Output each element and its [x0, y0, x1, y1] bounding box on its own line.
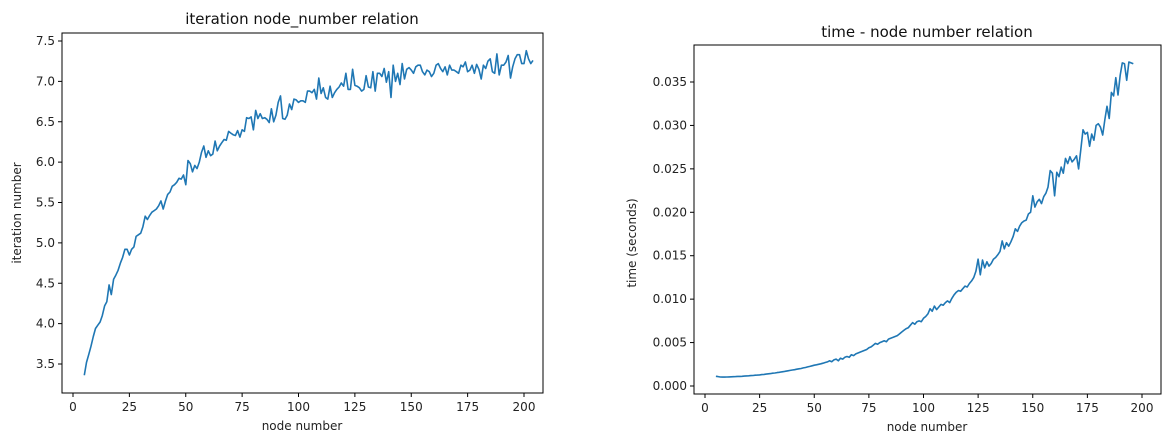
- plot-area: [61, 32, 544, 394]
- y-axis-label: iteration number: [10, 162, 24, 263]
- data-line: [715, 61, 1134, 378]
- x-tick-label: 125: [967, 401, 990, 415]
- x-tick-label: 200: [513, 400, 536, 414]
- y-tick-label: 3.5: [36, 357, 55, 371]
- x-axis-label: node number: [887, 420, 968, 434]
- x-axis: 0 25 50 75 100 125 150 175 200: [69, 393, 535, 414]
- time-chart: time - node number relation 0 25 50 75 100 12…: [625, 23, 1162, 434]
- x-tick-label: 175: [1076, 401, 1099, 415]
- y-axis: 3.5 4.0 4.5 5.0 5.5 6.0 6.5 7.0 7.5: [36, 34, 62, 371]
- data-line: [83, 49, 534, 376]
- x-tick-label: 50: [807, 401, 822, 415]
- x-tick-label: 75: [861, 401, 876, 415]
- x-tick-label: 150: [400, 400, 423, 414]
- y-tick-label: 0.030: [653, 118, 687, 132]
- y-tick-label: 0.000: [653, 379, 687, 393]
- axes-frame: [693, 44, 1162, 395]
- y-tick-label: 0.025: [653, 162, 687, 176]
- x-axis-label: node number: [262, 419, 343, 433]
- x-tick-label: 200: [1131, 401, 1154, 415]
- x-tick-label: 75: [234, 400, 249, 414]
- y-tick-label: 6.0: [36, 155, 55, 169]
- y-tick-label: 5.0: [36, 236, 55, 250]
- y-tick-label: 0.015: [653, 249, 687, 263]
- x-tick-label: 0: [701, 401, 709, 415]
- iteration-chart: iteration node_number relation 0 25 50 75 10…: [10, 10, 544, 433]
- chart-title: time - node number relation: [821, 23, 1033, 41]
- x-tick-label: 25: [752, 401, 767, 415]
- y-tick-label: 7.0: [36, 74, 55, 88]
- x-tick-label: 0: [69, 400, 77, 414]
- y-tick-label: 0.010: [653, 292, 687, 306]
- x-tick-label: 100: [912, 401, 935, 415]
- x-axis: 0 25 50 75 100 125 150 175 200: [701, 394, 1153, 415]
- y-axis: 0.000 0.005 0.010 0.015 0.020 0.025 0.030 0.035: [653, 75, 694, 393]
- y-tick-label: 0.020: [653, 205, 687, 219]
- x-tick-label: 125: [343, 400, 366, 414]
- x-tick-label: 25: [122, 400, 137, 414]
- y-tick-label: 0.005: [653, 336, 687, 350]
- y-axis-label: time (seconds): [625, 198, 639, 287]
- y-tick-label: 7.5: [36, 34, 55, 48]
- y-tick-label: 4.0: [36, 317, 55, 331]
- y-tick-label: 0.035: [653, 75, 687, 89]
- axes-frame: [61, 32, 544, 394]
- x-tick-label: 100: [287, 400, 310, 414]
- plot-area: [693, 44, 1162, 395]
- y-tick-label: 5.5: [36, 196, 55, 210]
- x-tick-label: 150: [1021, 401, 1044, 415]
- x-tick-label: 50: [178, 400, 193, 414]
- y-tick-label: 4.5: [36, 276, 55, 290]
- x-tick-label: 175: [456, 400, 479, 414]
- y-tick-label: 6.5: [36, 115, 55, 129]
- chart-title: iteration node_number relation: [185, 10, 419, 29]
